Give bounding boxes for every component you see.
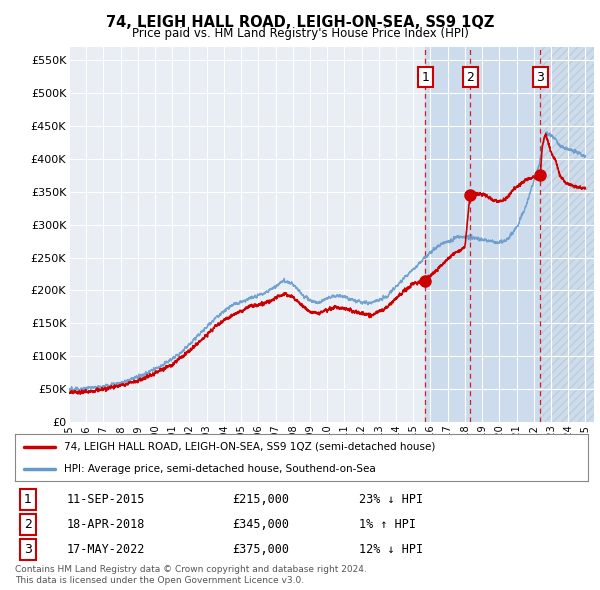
Text: 74, LEIGH HALL ROAD, LEIGH-ON-SEA, SS9 1QZ (semi-detached house): 74, LEIGH HALL ROAD, LEIGH-ON-SEA, SS9 1…: [64, 442, 435, 452]
Text: 2: 2: [23, 518, 32, 531]
Text: 3: 3: [23, 543, 32, 556]
Text: 2: 2: [466, 71, 474, 84]
Text: 1% ↑ HPI: 1% ↑ HPI: [359, 518, 416, 531]
Text: 18-APR-2018: 18-APR-2018: [67, 518, 145, 531]
Text: 23% ↓ HPI: 23% ↓ HPI: [359, 493, 423, 506]
Bar: [540, 47, 594, 422]
Bar: [540, 47, 594, 422]
Text: £345,000: £345,000: [233, 518, 290, 531]
Text: 12% ↓ HPI: 12% ↓ HPI: [359, 543, 423, 556]
Text: 3: 3: [536, 71, 544, 84]
Text: Price paid vs. HM Land Registry's House Price Index (HPI): Price paid vs. HM Land Registry's House …: [131, 27, 469, 40]
Bar: [425, 47, 594, 422]
Text: 74, LEIGH HALL ROAD, LEIGH-ON-SEA, SS9 1QZ: 74, LEIGH HALL ROAD, LEIGH-ON-SEA, SS9 1…: [106, 15, 494, 30]
Text: 11-SEP-2015: 11-SEP-2015: [67, 493, 145, 506]
Text: £375,000: £375,000: [233, 543, 290, 556]
Text: 1: 1: [421, 71, 429, 84]
Text: HPI: Average price, semi-detached house, Southend-on-Sea: HPI: Average price, semi-detached house,…: [64, 464, 376, 474]
Text: 17-MAY-2022: 17-MAY-2022: [67, 543, 145, 556]
Text: Contains HM Land Registry data © Crown copyright and database right 2024.
This d: Contains HM Land Registry data © Crown c…: [15, 565, 367, 585]
Text: 1: 1: [23, 493, 32, 506]
Text: £215,000: £215,000: [233, 493, 290, 506]
